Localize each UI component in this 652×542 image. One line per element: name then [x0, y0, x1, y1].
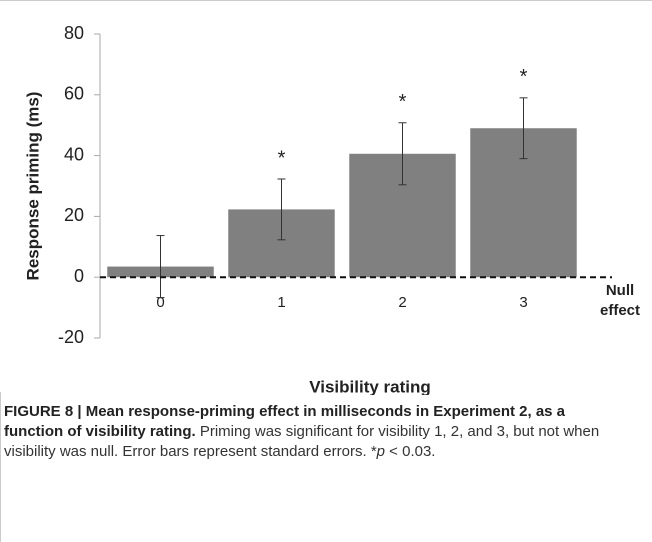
- reference-label: Null: [606, 282, 634, 299]
- y-tick-label: 60: [64, 84, 84, 104]
- y-tick-label: -20: [58, 327, 84, 347]
- footnote-text: < 0.03.: [389, 443, 436, 460]
- chart: Response priming (ms) Visibility rating …: [0, 0, 652, 395]
- x-axis-label: Visibility rating: [309, 377, 431, 395]
- y-axis-label: Response priming (ms): [23, 92, 42, 281]
- reference-label: effect: [600, 302, 640, 319]
- x-tick-label: 3: [519, 294, 527, 311]
- x-tick-label: 0: [156, 294, 164, 311]
- significance-marker: *: [278, 147, 286, 169]
- footnote-var: p: [376, 443, 385, 460]
- footnote-mark: *: [370, 443, 377, 460]
- significance-marker: *: [520, 66, 528, 88]
- caption: FIGURE 8 | Mean response-priming effect …: [4, 402, 614, 462]
- significance-marker: *: [399, 91, 407, 113]
- caption-border: [0, 392, 1, 542]
- x-tick-label: 2: [398, 294, 406, 311]
- y-tick-label: 0: [74, 266, 84, 286]
- y-tick-label: 40: [64, 144, 84, 164]
- caption-title: FIGURE 8 | Mean response-priming effect …: [4, 403, 566, 440]
- y-tick-label: 80: [64, 23, 84, 43]
- y-tick-label: 20: [64, 205, 84, 225]
- caption-body: Priming was significant for visibility 1…: [4, 423, 600, 460]
- x-tick-label: 1: [277, 294, 285, 311]
